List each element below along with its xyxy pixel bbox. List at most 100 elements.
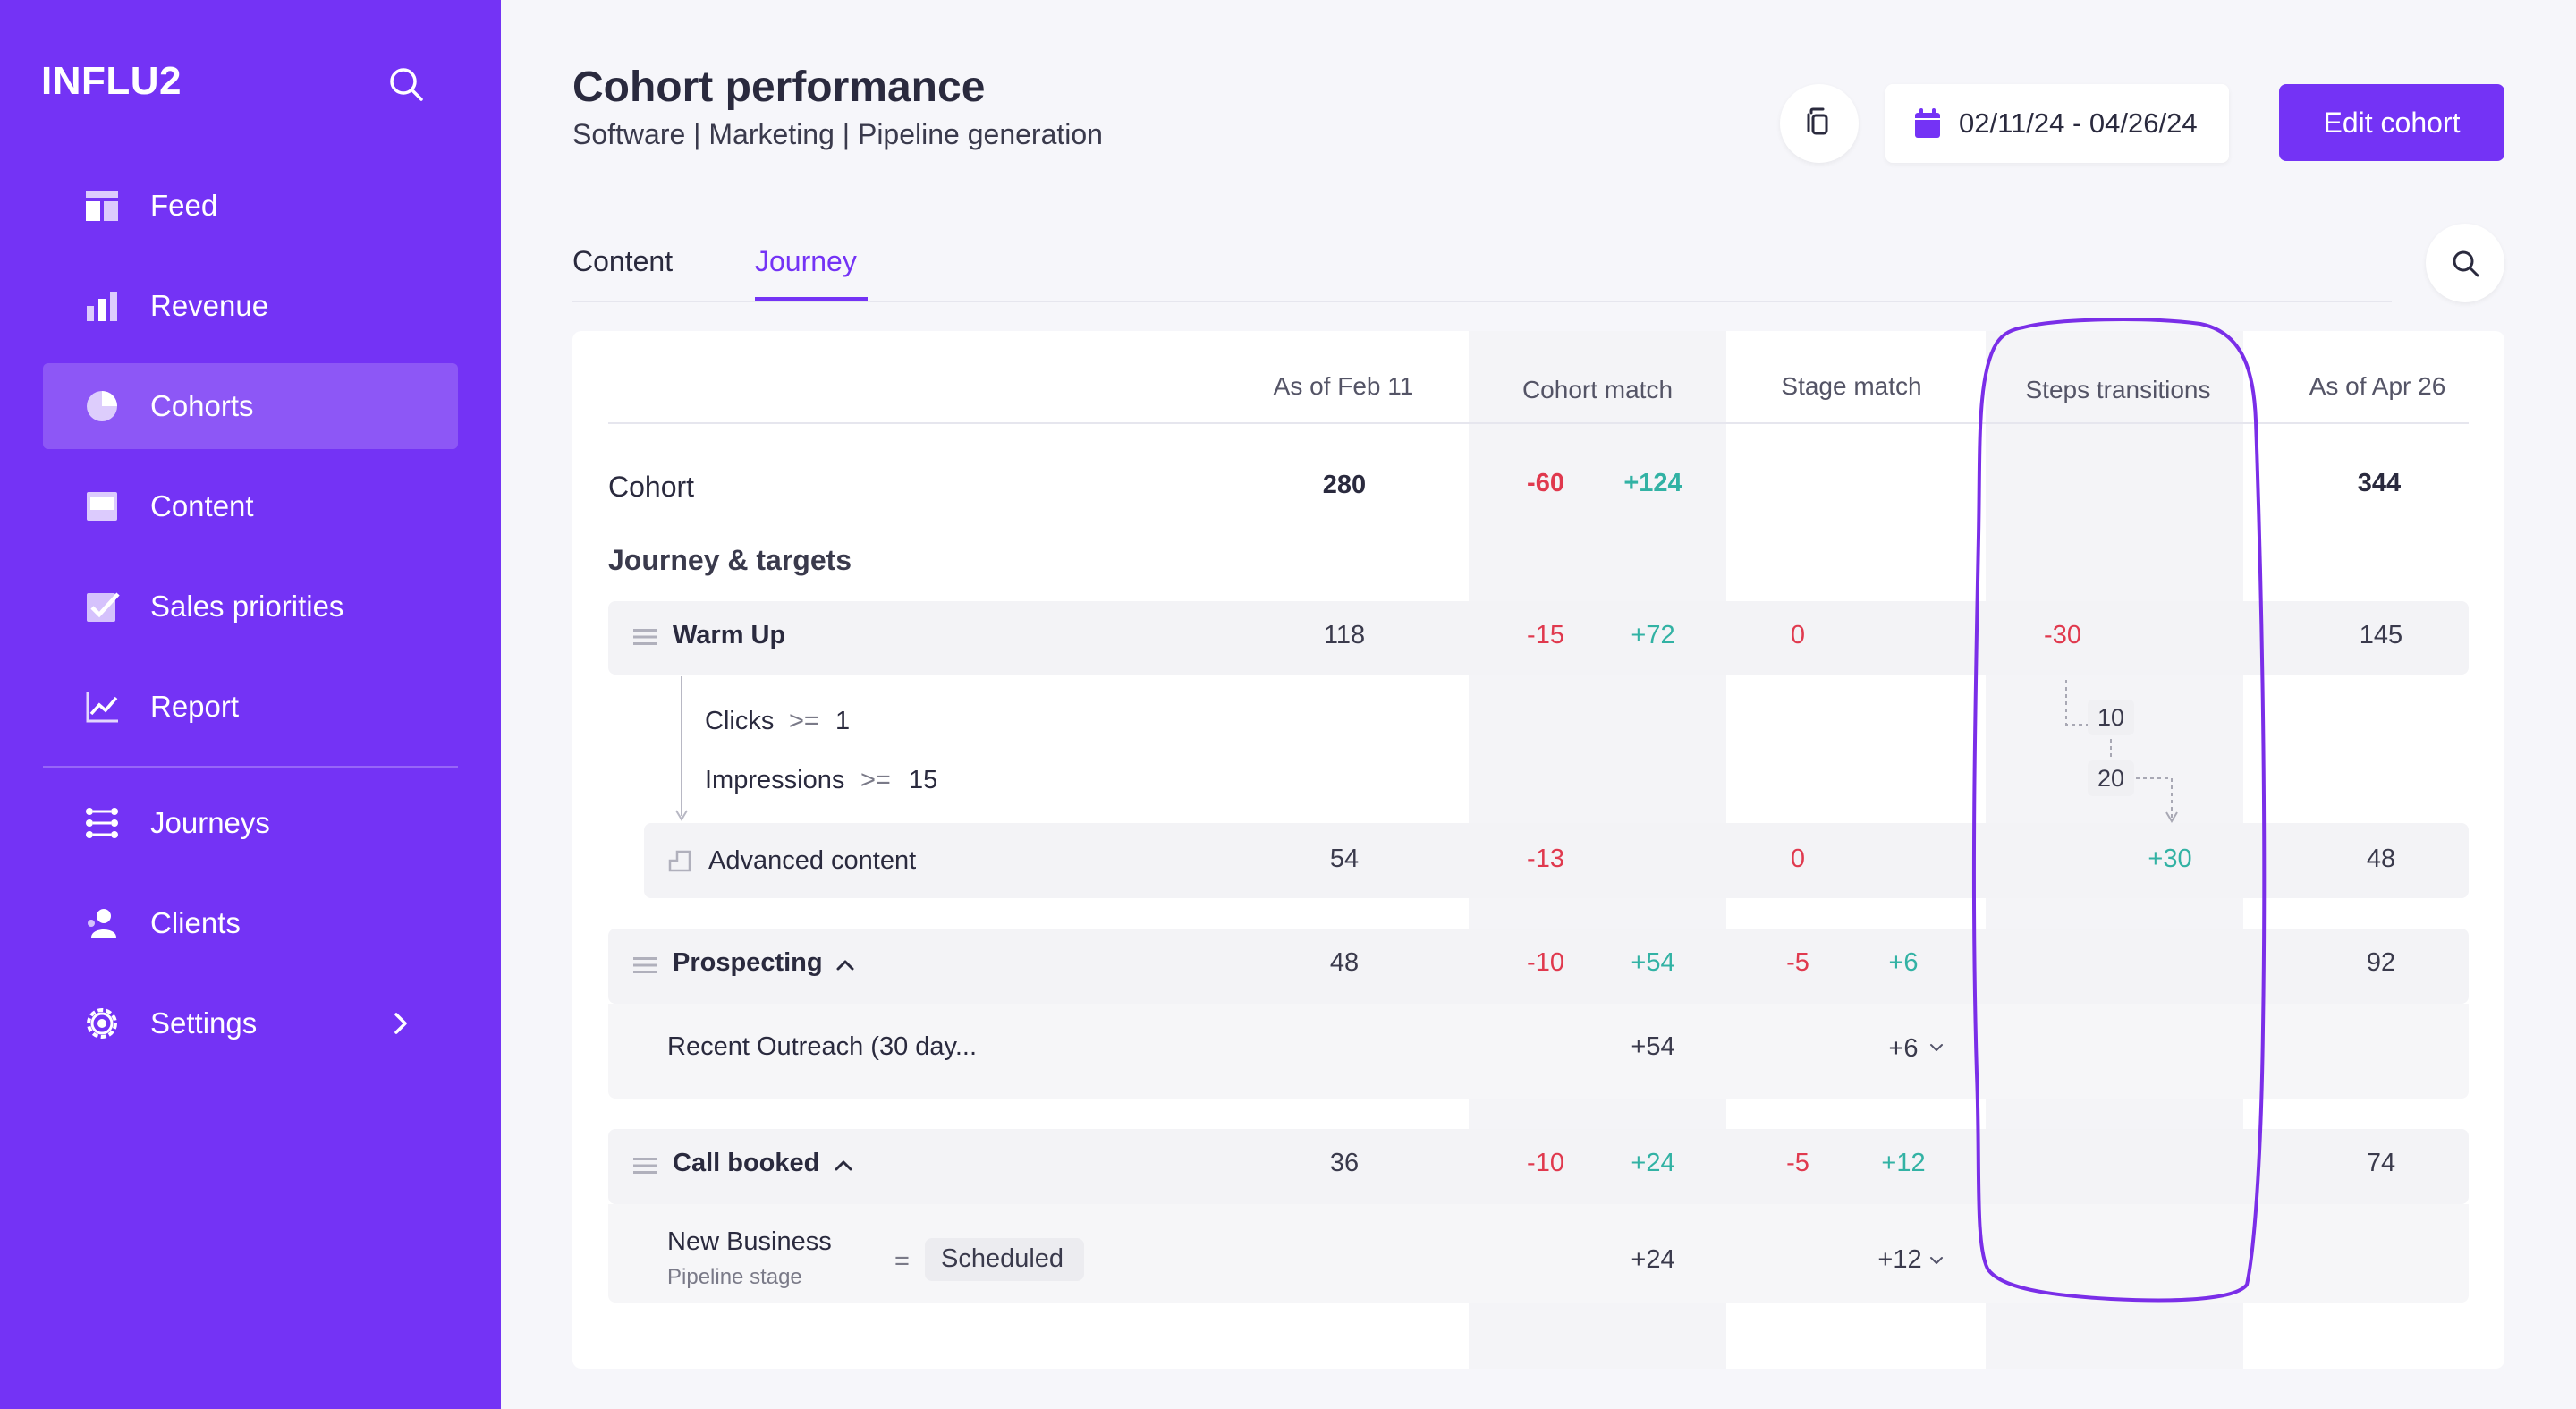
search-icon[interactable] xyxy=(386,64,426,104)
sidebar-item-label: Journeys xyxy=(150,806,270,839)
stage-start-value: 36 xyxy=(1329,1149,1360,1177)
stage-label: Warm Up xyxy=(673,621,786,649)
value-chip[interactable]: Scheduled xyxy=(925,1238,1084,1281)
page-subtitle: Software | Marketing | Pipeline generati… xyxy=(572,118,1103,150)
sidebar-item-cohorts[interactable]: Cohorts xyxy=(43,363,458,449)
column-header-stage-match: Stage match xyxy=(1781,372,1922,400)
drag-handle-icon[interactable] xyxy=(633,955,657,975)
cohort-row-label: Cohort xyxy=(608,471,695,503)
stage-end-value: 48 xyxy=(2366,845,2396,873)
checkbox-icon xyxy=(87,592,120,622)
steps-transition-value: +30 xyxy=(2148,845,2192,873)
stage-step-icon xyxy=(668,850,691,872)
clients-icon xyxy=(88,909,116,938)
date-range-text: 02/11/24 - 04/26/24 xyxy=(1959,107,2198,139)
criteria-value: 1 xyxy=(835,707,851,735)
table-search-button[interactable] xyxy=(2426,224,2504,302)
chevron-down-icon[interactable] xyxy=(1927,1038,1946,1057)
date-range-picker[interactable]: 02/11/24 - 04/26/24 xyxy=(1885,84,2229,163)
column-header-as-of-feb: As of Feb 11 xyxy=(1273,372,1414,400)
transition-count-chip: 20 xyxy=(2088,760,2134,796)
cohort-match-positive: +124 xyxy=(1623,469,1682,497)
sidebar-item-settings[interactable]: Settings xyxy=(43,980,458,1066)
sidebar-item-label: Content xyxy=(150,489,254,522)
sub-cohort-value: +24 xyxy=(1631,1245,1675,1274)
sub-criteria-label: New Business xyxy=(667,1227,832,1256)
cohort-match-negative: -10 xyxy=(1527,948,1564,977)
search-icon xyxy=(2453,250,2479,277)
sub-cohort-value: +54 xyxy=(1631,1032,1675,1061)
stage-end-value: 74 xyxy=(2366,1149,2396,1177)
criteria-operator: >= xyxy=(789,707,819,735)
bar-chart-icon xyxy=(87,292,117,321)
tab-content[interactable]: Content xyxy=(572,245,674,277)
cohort-match-positive: +54 xyxy=(1631,948,1675,977)
sidebar-item-label: Cohorts xyxy=(150,389,254,422)
stage-match-positive: +12 xyxy=(1881,1149,1926,1177)
sidebar-item-label: Feed xyxy=(150,189,218,222)
cohort-end-value: 344 xyxy=(2357,469,2402,497)
drag-handle-icon[interactable] xyxy=(633,1156,657,1176)
cohort-match-negative: -60 xyxy=(1527,469,1564,497)
stage-end-value: 92 xyxy=(2366,948,2396,977)
sidebar-item-report[interactable]: Report xyxy=(43,664,458,750)
stage-match-negative: 0 xyxy=(1790,845,1806,873)
column-header-as-of-apr: As of Apr 26 xyxy=(2309,372,2446,400)
line-chart-icon xyxy=(86,692,118,723)
copy-button[interactable] xyxy=(1780,84,1859,163)
cohort-match-positive: +72 xyxy=(1631,621,1675,649)
sidebar-item-label: Sales priorities xyxy=(150,590,344,623)
section-title: Journey & targets xyxy=(608,544,852,576)
stage-end-value: 145 xyxy=(2359,621,2403,649)
stage-label: Advanced content xyxy=(708,846,917,875)
stage-subrow-call-booked xyxy=(608,1204,2469,1303)
sidebar-item-label: Report xyxy=(150,690,240,723)
sidebar-item-journeys[interactable]: Journeys xyxy=(43,780,458,866)
criteria-metric: Clicks xyxy=(705,707,775,735)
app-logo: INFLU2 xyxy=(41,59,182,103)
pie-chart-icon xyxy=(87,391,117,421)
criteria-metric: Impressions xyxy=(705,766,845,794)
sidebar: INFLU2 Feed Revenue Cohorts Conte xyxy=(0,0,501,1409)
sidebar-item-clients[interactable]: Clients xyxy=(43,880,458,966)
stage-label: Prospecting xyxy=(673,948,823,977)
drag-handle-icon[interactable] xyxy=(633,627,657,647)
stage-match-negative: -5 xyxy=(1786,1149,1809,1177)
criteria-value: 15 xyxy=(909,766,938,794)
stage-match-positive: +6 xyxy=(1888,948,1919,977)
cohort-start-value: 280 xyxy=(1322,471,1367,499)
stage-start-value: 48 xyxy=(1329,948,1360,977)
tab-journey[interactable]: Journey xyxy=(755,245,857,277)
value-chip-label: Scheduled xyxy=(941,1244,1064,1273)
sub-criteria-sublabel: Pipeline stage xyxy=(667,1265,802,1289)
sidebar-item-content[interactable]: Content xyxy=(43,463,458,549)
transition-count-chip: 10 xyxy=(2088,700,2134,735)
feed-icon xyxy=(86,191,118,221)
sub-stage-value: +12 xyxy=(1877,1245,1922,1274)
chevron-up-icon[interactable] xyxy=(830,1152,857,1179)
calendar-icon xyxy=(1915,108,1940,138)
sidebar-item-sales-priorities[interactable]: Sales priorities xyxy=(43,564,458,649)
stage-match-negative: 0 xyxy=(1790,621,1806,649)
criteria-operator: = xyxy=(894,1247,910,1276)
cohort-match-negative: -10 xyxy=(1527,1149,1564,1177)
sub-stage-value: +6 xyxy=(1888,1034,1919,1063)
sidebar-item-revenue[interactable]: Revenue xyxy=(43,263,458,349)
sub-criteria-label: Recent Outreach (30 day... xyxy=(667,1032,978,1061)
copy-icon xyxy=(1807,107,1828,135)
cohort-match-positive: +24 xyxy=(1631,1149,1675,1177)
cohort-match-negative: -13 xyxy=(1527,845,1564,873)
stage-start-value: 118 xyxy=(1323,621,1366,649)
column-header-cohort-match: Cohort match xyxy=(1521,376,1674,403)
chevron-right-icon xyxy=(394,1013,407,1034)
stage-start-value: 54 xyxy=(1329,845,1360,873)
sidebar-item-label: Revenue xyxy=(150,289,269,322)
chevron-down-icon[interactable] xyxy=(1927,1251,1946,1270)
cohort-match-negative: -15 xyxy=(1527,621,1564,649)
column-header-steps-transitions: Steps transitions xyxy=(2025,376,2211,403)
chevron-up-icon[interactable] xyxy=(832,952,859,979)
sidebar-item-feed[interactable]: Feed xyxy=(43,163,458,249)
edit-cohort-button[interactable]: Edit cohort xyxy=(2279,84,2504,161)
sidebar-item-label: Clients xyxy=(150,906,241,939)
active-tab-indicator xyxy=(755,297,868,301)
